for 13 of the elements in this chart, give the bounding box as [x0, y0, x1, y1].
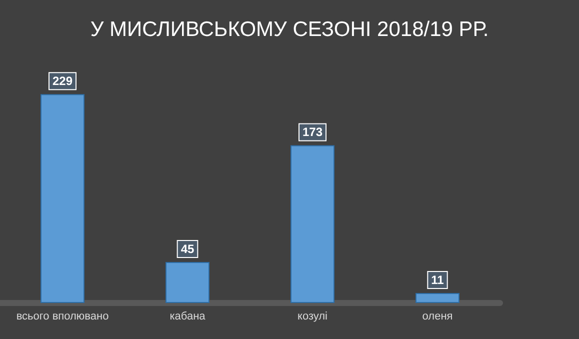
bar [290, 145, 334, 303]
data-label: 45 [180, 242, 194, 256]
bar [166, 262, 210, 303]
x-tick-label: козулі [298, 310, 328, 322]
data-label: 173 [302, 125, 323, 140]
x-tick-label: всього вполювано [16, 310, 109, 322]
chart-title: У МИСЛИВСЬКОМУ СЕЗОНІ 2018/19 РР. [90, 18, 489, 41]
bar [40, 94, 84, 303]
x-tick-label: кабана [170, 310, 206, 322]
data-label: 11 [431, 272, 444, 287]
data-label: 229 [52, 74, 73, 88]
x-tick-label: оленя [422, 310, 453, 322]
bar [416, 292, 460, 303]
